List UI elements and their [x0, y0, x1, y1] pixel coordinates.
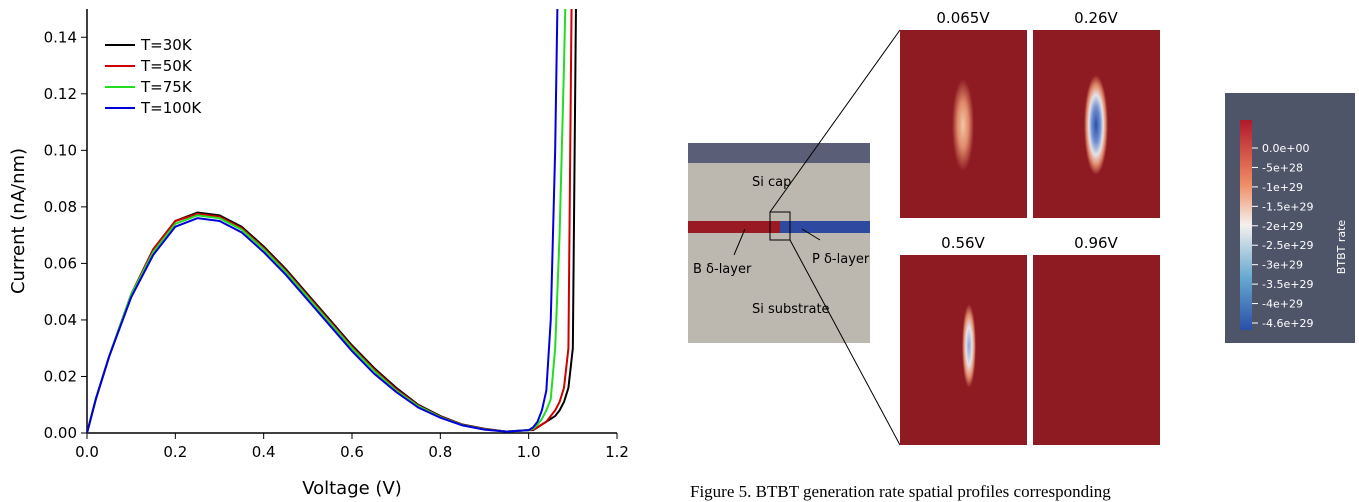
colorbar-title: BTBT rate [1335, 220, 1348, 275]
y-tick-label: 0.08 [44, 198, 77, 216]
y-tick-label: 0.10 [44, 141, 77, 159]
x-axis-title: Voltage (V) [302, 478, 402, 499]
colorbar-tick-label: 0.0e+00 [1262, 142, 1309, 155]
colorbar-tick-label: -5e+28 [1262, 161, 1303, 174]
p-layer-label: P δ-layer [812, 252, 870, 267]
colorbar-gradient [1240, 120, 1252, 330]
y-tick-label: 0.04 [44, 311, 77, 329]
profile [1084, 75, 1108, 175]
panel-label: 0.26V [1074, 9, 1118, 27]
colorbar-tick-label: -2e+29 [1262, 220, 1303, 233]
b-layer-label: B δ-layer [693, 262, 752, 277]
x-tick-label: 1.0 [517, 443, 541, 461]
caption: Figure 5. BTBT generation rate spatial p… [690, 482, 1111, 501]
x-tick-label: 0.4 [252, 443, 276, 461]
panel-label: 0.065V [936, 9, 990, 27]
legend-label: T=75K [140, 78, 193, 96]
panel [1033, 255, 1160, 445]
plot-lines [87, 9, 577, 434]
top-layer [688, 143, 870, 163]
p-layer [780, 221, 870, 233]
y-tick-label: 0.02 [44, 367, 77, 385]
cap-label: Si cap [752, 175, 791, 190]
x-tick-label: 0.8 [428, 443, 452, 461]
y-tick-label: 0.00 [44, 424, 77, 442]
colorbar-tick-label: -2.5e+29 [1262, 239, 1313, 252]
x-tick-label: 1.2 [605, 443, 629, 461]
substrate-label: Si substrate [752, 302, 830, 317]
x-tick-label: 0.0 [75, 443, 99, 461]
legend-label: T=100K [140, 99, 202, 117]
y-tick-label: 0.06 [44, 254, 77, 272]
substrate-block [688, 143, 870, 343]
panels: 0.065V 0.26V 0.56V 0.96V [900, 9, 1160, 445]
chart: Voltage (V) Current (nA/nm) 0.00 0.02 0.04… [8, 9, 629, 499]
legend-label: T=50K [140, 57, 193, 75]
cross-section: Si cap B δ-layer P δ-layer Si substrate [688, 29, 901, 446]
zoom-box [769, 211, 791, 241]
series-line [87, 9, 559, 434]
colorbar-tick-label: -1e+29 [1262, 181, 1303, 194]
profile [952, 79, 974, 171]
colorbar-tick-label: -3e+29 [1262, 259, 1303, 272]
b-layer [688, 221, 780, 233]
y-tick-label: 0.14 [44, 28, 77, 46]
arrow [801, 228, 821, 241]
colorbar-tick-label: -4e+29 [1262, 298, 1303, 311]
profile [962, 304, 976, 388]
arrow [733, 228, 746, 256]
x-tick-label: 0.2 [163, 443, 187, 461]
zoom-line [789, 239, 901, 446]
x-tick-label: 0.6 [340, 443, 364, 461]
series-line [87, 9, 567, 434]
y-tick-label: 0.12 [44, 85, 77, 103]
colorbar: BTBT rate 0.0e+00 -5e+28 -1e+29 -1.5e+29 -2e… [1225, 93, 1355, 343]
colorbar-tick-label: -4.6e+29 [1262, 317, 1313, 330]
diagram: Si cap B δ-layer P δ-layer Si substrate … [688, 9, 1355, 501]
y-axis-title: Current (nA/nm) [8, 148, 29, 294]
colorbar-tick-label: -3.5e+29 [1262, 278, 1313, 291]
colorbar-tick-label: -1.5e+29 [1262, 200, 1313, 213]
panel-label: 0.96V [1074, 234, 1118, 252]
legend-label: T=30K [140, 36, 193, 54]
zoom-line [769, 29, 901, 213]
panel-label: 0.56V [941, 234, 985, 252]
